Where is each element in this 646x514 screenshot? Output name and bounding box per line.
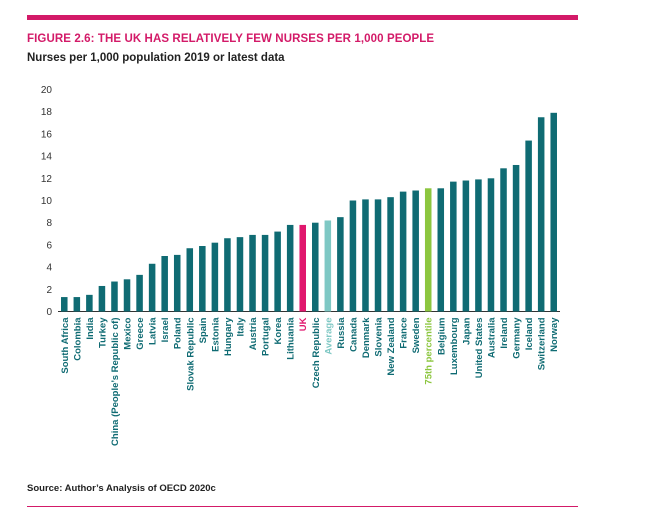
bar bbox=[424, 188, 432, 312]
category-label: Switzerland bbox=[537, 317, 548, 370]
y-tick-label: 16 bbox=[41, 129, 53, 140]
category-label: Norway bbox=[549, 317, 560, 352]
category-label: Austria bbox=[248, 317, 259, 350]
bar bbox=[148, 263, 156, 312]
bar bbox=[500, 168, 507, 312]
bar bbox=[224, 238, 231, 312]
bar bbox=[324, 220, 332, 312]
figure-subtitle: Nurses per 1,000 population 2019 or late… bbox=[27, 52, 285, 64]
category-label: New Zealand bbox=[386, 317, 397, 375]
category-label: Sweden bbox=[411, 317, 422, 353]
bar bbox=[236, 237, 244, 312]
bar bbox=[249, 234, 256, 312]
bar bbox=[73, 297, 81, 312]
bar bbox=[98, 285, 106, 312]
category-label: Israel bbox=[160, 318, 171, 343]
bar bbox=[362, 199, 369, 312]
y-tick-label: 2 bbox=[46, 285, 52, 296]
bar bbox=[199, 246, 206, 312]
category-label: Colombia bbox=[72, 317, 83, 361]
bar bbox=[387, 197, 394, 312]
bar bbox=[161, 256, 168, 312]
category-label: Turkey bbox=[97, 317, 108, 348]
bar bbox=[487, 178, 495, 312]
y-tick-label: 20 bbox=[41, 85, 53, 96]
category-label: Hungary bbox=[223, 317, 234, 356]
bar bbox=[374, 199, 382, 312]
bar bbox=[337, 217, 344, 312]
category-label: Spain bbox=[198, 317, 209, 343]
category-label: India bbox=[85, 317, 96, 340]
category-label: Latvia bbox=[148, 317, 159, 345]
bar bbox=[173, 254, 181, 312]
bar bbox=[312, 222, 319, 312]
bar bbox=[186, 248, 194, 312]
bar bbox=[123, 279, 131, 312]
category-label: Denmark bbox=[361, 317, 372, 358]
y-tick-label: 14 bbox=[41, 152, 53, 163]
category-label: Czech Republic bbox=[311, 318, 322, 389]
category-label: Australia bbox=[486, 317, 497, 358]
bar bbox=[86, 294, 93, 312]
source-note: Source: Author’s Analysis of OECD 2020c bbox=[27, 483, 216, 494]
bar bbox=[261, 234, 269, 312]
category-label: Luxembourg bbox=[449, 317, 460, 375]
y-tick-label: 6 bbox=[46, 240, 52, 251]
category-label: Slovenia bbox=[374, 317, 385, 357]
category-label: Germany bbox=[512, 317, 523, 359]
bar bbox=[349, 200, 357, 312]
category-label: Korea bbox=[273, 317, 284, 345]
bottom-rule bbox=[27, 506, 578, 507]
category-label: Ireland bbox=[499, 317, 510, 348]
category-label: France bbox=[399, 318, 410, 349]
y-tick-label: 0 bbox=[46, 307, 52, 318]
category-label: Greece bbox=[135, 318, 146, 350]
category-label: Canada bbox=[348, 317, 359, 352]
bar bbox=[274, 231, 281, 312]
bar-chart: 0 2 4 6 8 10 12 14 16 18 20 South Africa Colombia Ind… bbox=[41, 85, 560, 446]
category-label: Russia bbox=[336, 317, 347, 349]
category-label: Mexico bbox=[123, 317, 134, 349]
bar bbox=[299, 224, 306, 312]
bar bbox=[111, 281, 118, 312]
bar bbox=[136, 274, 143, 312]
category-label: Belgium bbox=[436, 318, 447, 355]
category-label: United States bbox=[474, 318, 485, 379]
bar bbox=[475, 179, 482, 312]
bar bbox=[512, 164, 520, 312]
category-label: Slovak Republic bbox=[185, 318, 196, 391]
bar bbox=[286, 224, 294, 312]
bar bbox=[437, 188, 445, 312]
category-label: Lithuania bbox=[286, 317, 297, 360]
y-tick-label: 4 bbox=[46, 263, 52, 274]
bar bbox=[550, 112, 557, 312]
bar bbox=[61, 297, 68, 312]
bar bbox=[525, 140, 532, 312]
y-tick-label: 12 bbox=[41, 174, 53, 185]
bar bbox=[399, 191, 407, 312]
category-label: China (People’s Republic of) bbox=[110, 318, 121, 446]
y-tick-label: 10 bbox=[41, 196, 53, 207]
figure-title: FIGURE 2.6: THE UK HAS RELATIVELY FEW NU… bbox=[27, 33, 435, 45]
category-label: Average bbox=[323, 318, 334, 355]
top-rule bbox=[27, 15, 578, 20]
bar bbox=[462, 180, 470, 312]
y-tick-label: 8 bbox=[46, 218, 52, 229]
category-label: Iceland bbox=[524, 317, 535, 350]
category-label: Poland bbox=[173, 317, 184, 349]
bar bbox=[412, 190, 419, 312]
category-label: Japan bbox=[461, 317, 472, 345]
category-label: South Africa bbox=[60, 317, 71, 374]
bar bbox=[211, 242, 219, 312]
category-label: Portugal bbox=[261, 318, 272, 357]
bar bbox=[450, 181, 457, 312]
category-label: Italy bbox=[235, 317, 246, 337]
y-tick-label: 18 bbox=[41, 107, 53, 118]
bar bbox=[537, 117, 545, 312]
category-label: UK bbox=[298, 317, 309, 331]
category-label: Estonia bbox=[210, 317, 221, 352]
category-label: 75th percentile bbox=[424, 318, 435, 385]
